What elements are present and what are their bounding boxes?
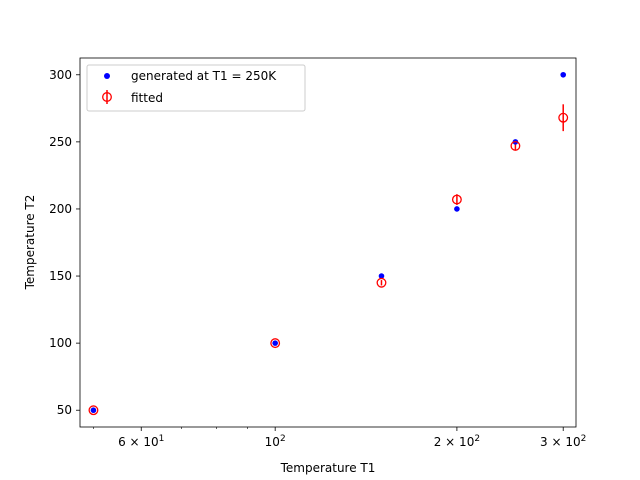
fitted-point xyxy=(451,194,462,205)
x-tick-label: 102 xyxy=(265,434,286,449)
fitted-point xyxy=(558,112,569,123)
y-tick-label: 150 xyxy=(49,269,72,283)
generated-point xyxy=(560,71,567,78)
legend-circle-marker xyxy=(102,92,112,102)
legend: generated at T1 = 250K fitted xyxy=(86,64,306,112)
generated-point xyxy=(454,206,460,212)
generated-point xyxy=(272,340,278,346)
y-axis: 50 100 150 200 250 300 xyxy=(49,68,80,417)
plot-area xyxy=(88,71,569,416)
legend-box xyxy=(86,64,306,112)
legend-label-generated: generated at T1 = 250K xyxy=(131,69,277,83)
y-tick-label: 50 xyxy=(57,403,72,417)
generated-point xyxy=(90,407,97,414)
x-tick-label: 2 × 102 xyxy=(434,434,480,449)
x-tick-label: 6 × 101 xyxy=(118,434,164,449)
legend-dot-marker xyxy=(104,73,110,79)
fitted-point xyxy=(88,405,99,416)
y-tick-label: 200 xyxy=(49,202,72,216)
y-tick-label: 300 xyxy=(49,68,72,82)
y-axis-label: Temperature T2 xyxy=(23,195,37,291)
fitted-point xyxy=(510,140,521,151)
x-axis: 6 × 101 102 2 × 102 3 × 102 xyxy=(93,427,586,449)
y-tick-label: 250 xyxy=(49,135,72,149)
fitted-point xyxy=(270,338,281,349)
axes-frame xyxy=(79,57,577,428)
legend-label-fitted: fitted xyxy=(131,91,163,105)
fitted-point xyxy=(376,277,387,288)
x-tick-label: 3 × 102 xyxy=(540,434,586,449)
y-tick-label: 100 xyxy=(49,336,72,350)
generated-point xyxy=(378,273,385,279)
x-axis-label: Temperature T1 xyxy=(280,461,376,475)
